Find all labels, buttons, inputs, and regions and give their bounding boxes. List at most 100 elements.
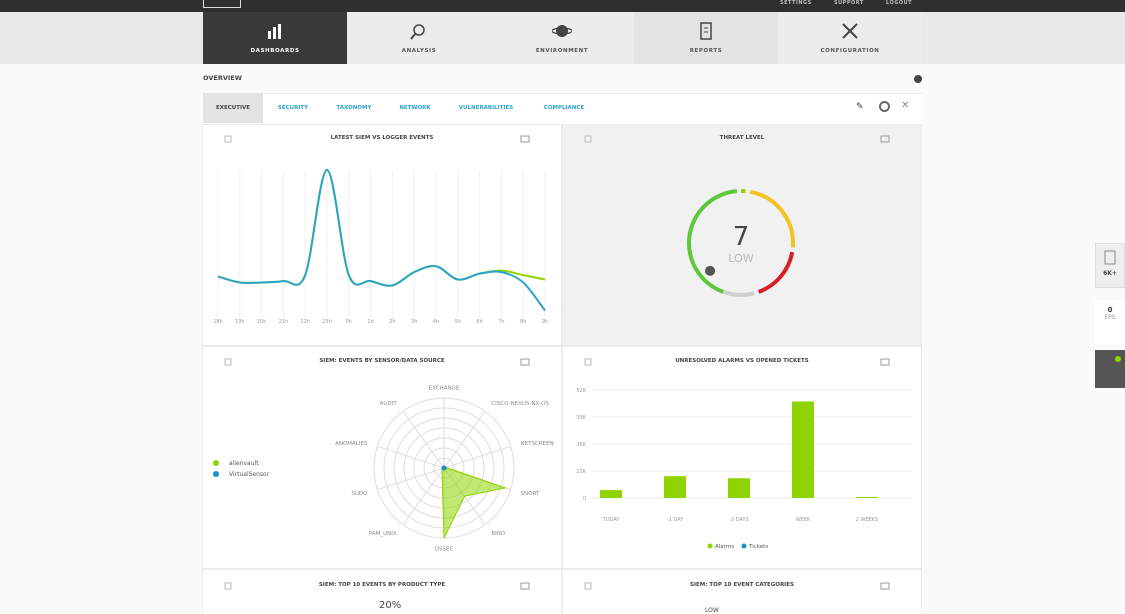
nav-tab[interactable]: ENVIRONMENT: [490, 12, 634, 64]
radar-spoke: [443, 411, 486, 469]
x-tick-label: 18h: [213, 319, 223, 325]
x-tick-label: 2h: [389, 319, 395, 325]
edit-icon[interactable]: ✎: [856, 102, 864, 112]
eps-label: EPS: [1104, 314, 1116, 321]
icon: [1104, 250, 1116, 265]
x-tick-label: 5h: [455, 319, 461, 325]
x-tick-label: 4h: [433, 319, 439, 325]
y-tick-label: 39K: [576, 415, 586, 421]
y-tick-label: 26K: [576, 442, 586, 448]
panel-title: UNRESOLVED ALARMS VS OPENED TICKETS: [675, 358, 809, 364]
bar: [664, 476, 686, 498]
gauge-label: LOW: [728, 252, 753, 265]
subtab-bar: [202, 93, 922, 125]
x-tick-label: 2 WEEKS: [856, 517, 879, 523]
legend-dot: [707, 543, 713, 549]
icon: [700, 22, 712, 40]
nav-tab[interactable]: CONFIGURATION: [778, 12, 922, 64]
gauge-arc: [687, 189, 795, 297]
x-tick-label: 19h: [235, 319, 245, 325]
x-tick-label: 1h: [367, 319, 373, 325]
x-tick-label: 7h: [498, 319, 504, 325]
nav-label: CONFIGURATION: [820, 48, 880, 54]
settings-icon[interactable]: [879, 101, 890, 112]
radar-label: NETSCREEN: [521, 441, 554, 447]
nav-tab[interactable]: ANALYSIS: [347, 12, 491, 64]
x-tick-label: -2 DAYS: [729, 517, 749, 523]
panel-handle: [584, 582, 592, 590]
y-tick-label: 13K: [576, 469, 586, 475]
line-series: [217, 168, 546, 287]
nav-tab[interactable]: DASHBOARDS: [203, 12, 347, 64]
panel-menu: [880, 358, 890, 366]
nav-label: REPORTS: [689, 48, 723, 54]
bar: [856, 496, 878, 498]
gauge-arc: [687, 189, 795, 297]
subtab[interactable]: TAXONOMY: [336, 105, 372, 111]
top-link[interactable]: SETTINGS: [780, 0, 812, 6]
x-tick-label: 9h: [542, 319, 548, 325]
nav-tab[interactable]: REPORTS: [634, 12, 778, 64]
panel: [562, 569, 922, 614]
alert-widget[interactable]: [1095, 350, 1125, 388]
subtab[interactable]: SECURITY: [277, 105, 309, 111]
gauge-arc: [687, 189, 795, 297]
legend-label: alienvault: [229, 460, 259, 467]
subtab[interactable]: NETWORK: [399, 105, 431, 111]
radar-label: CISCO-NEXUS-NX-OS: [491, 401, 549, 407]
legend-dot: [741, 543, 747, 549]
panel-title: SIEM: TOP 10 EVENT CATEGORIES: [690, 582, 794, 588]
panel-handle: [224, 582, 232, 590]
gauge-arc: [687, 189, 795, 297]
x-tick-label: 6h: [476, 319, 482, 325]
subtab[interactable]: COMPLIANCE: [543, 105, 585, 111]
subtab[interactable]: EXECUTIVE: [203, 93, 263, 123]
page-title: OVERVIEW: [203, 74, 242, 82]
bar: [728, 478, 750, 498]
panel-handle: [224, 135, 232, 143]
close-icon[interactable]: ✕: [901, 100, 910, 111]
y-tick-label: 52K: [576, 388, 586, 394]
x-tick-label: -1 DAY: [667, 517, 684, 523]
line-series: [217, 168, 546, 312]
radar-label: AUDIT: [380, 401, 398, 407]
top-link[interactable]: LOGOUT: [886, 0, 913, 6]
icon: [842, 23, 858, 39]
pie-label: 20%: [379, 600, 402, 611]
radar-spoke: [402, 467, 445, 525]
panel-handle: [584, 358, 592, 366]
nav-label: ENVIRONMENT: [535, 48, 589, 54]
radar-label: OSSEC: [435, 547, 454, 553]
radar-label: SUDO: [351, 491, 368, 497]
panel-title: SIEM: EVENTS BY SENSOR/DATA SOURCE: [319, 358, 445, 364]
x-tick-label: 3h: [411, 319, 417, 325]
panel: [202, 346, 562, 569]
panel-handle: [584, 135, 592, 143]
eps-widget[interactable]: 0 EPS: [1095, 300, 1125, 344]
top-bar: [0, 0, 1125, 12]
legend-dot: [213, 460, 219, 466]
icon: [410, 24, 425, 40]
x-tick-label: 21h: [279, 319, 289, 325]
top-link[interactable]: SUPPORT: [834, 0, 864, 6]
nav-label: ANALYSIS: [401, 48, 437, 54]
x-tick-label: TODAY: [602, 517, 621, 523]
legend-dot: [213, 471, 219, 477]
legend-label: Tickets: [748, 544, 768, 550]
x-tick-label: 23h: [322, 319, 332, 325]
eps-value: 0: [1107, 306, 1113, 314]
panel-title: SIEM: TOP 10 EVENTS BY PRODUCT TYPE: [318, 582, 446, 588]
panel: [562, 346, 922, 569]
radar-label: EXCHANGE: [429, 386, 460, 392]
panel-title: LATEST SIEM VS LOGGER EVENTS: [330, 135, 434, 141]
help-icon[interactable]: [914, 75, 922, 83]
y-tick-label: 0: [583, 496, 586, 502]
gauge-value: 7: [733, 222, 750, 252]
subtab[interactable]: VULNERABILITIES: [458, 105, 514, 111]
gauge-knob: [705, 265, 716, 276]
radar-label: BIND: [491, 531, 505, 537]
radar-spoke: [402, 411, 445, 469]
icon: [552, 25, 572, 37]
